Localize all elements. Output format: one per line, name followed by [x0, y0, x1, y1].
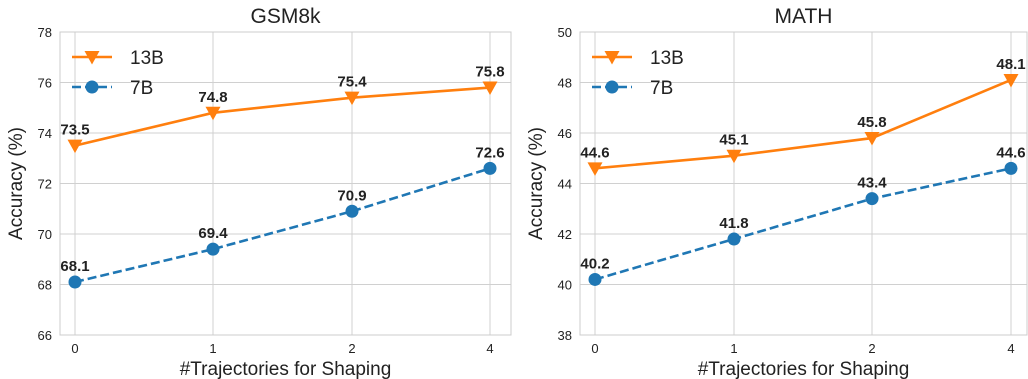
data-label: 40.2	[580, 255, 609, 272]
data-label: 43.4	[857, 175, 887, 192]
data-label: 75.8	[475, 64, 504, 81]
x-tick-label: 2	[868, 341, 875, 356]
y-tick-label: 74	[38, 126, 52, 141]
data-label: 73.5	[60, 122, 89, 139]
data-point	[205, 106, 221, 121]
legend-marker	[85, 80, 99, 94]
legend-marker	[604, 51, 620, 65]
x-tick-label: 1	[209, 341, 216, 356]
chart-panel-1: 66 68 70 72 74 76 78 0 1 2 4 GSM8k #Trajectories for…	[6, 5, 512, 379]
data-label: 45.8	[857, 114, 886, 131]
legend-marker	[605, 80, 619, 94]
data-point	[727, 232, 741, 246]
data-point	[865, 192, 879, 206]
data-label: 68.1	[60, 258, 89, 275]
y-tick-label: 78	[38, 25, 52, 40]
series-line	[74, 167, 491, 284]
data-point	[864, 132, 880, 146]
data-point	[344, 91, 360, 106]
chart-title: GSM8k	[250, 5, 321, 28]
y-tick-label: 66	[38, 328, 52, 343]
data-label: 75.4	[337, 74, 367, 91]
y-tick-label: 38	[558, 328, 572, 343]
x-tick-label: 1	[730, 341, 737, 356]
legend-label: 7B	[130, 78, 153, 99]
series-13b: 73.5 74.8 75.4 75.8	[60, 64, 505, 154]
y-axis-label: Accuracy (%)	[6, 127, 27, 240]
y-tick-label: 70	[38, 227, 52, 242]
data-label: 44.6	[580, 144, 609, 161]
y-tick-label: 48	[558, 76, 572, 91]
data-label: 44.6	[996, 144, 1025, 161]
legend-label: 13B	[650, 48, 684, 69]
data-point	[1003, 73, 1019, 88]
x-tick-label: 0	[591, 341, 598, 356]
data-point	[726, 149, 742, 164]
data-label: 69.4	[198, 225, 228, 242]
y-tick-label: 46	[558, 126, 572, 141]
data-point	[206, 242, 220, 256]
data-point	[68, 275, 82, 289]
x-tick-label: 4	[486, 341, 493, 356]
legend-marker	[84, 51, 100, 65]
data-label: 45.1	[719, 132, 748, 149]
y-tick-label: 72	[38, 177, 52, 192]
series-13b: 44.6 45.1 45.8 48.1	[580, 56, 1026, 176]
series-line	[74, 86, 491, 147]
chart-panel-2: 38 40 42 44 46 48 50 0 1 2 4 MATH #Trajectories for …	[526, 5, 1028, 379]
y-tick-label: 50	[558, 25, 572, 40]
y-tick-label: 42	[558, 227, 572, 242]
series-7b: 40.2 41.8 43.4 44.6	[580, 144, 1026, 286]
plot-frame	[59, 31, 512, 336]
x-tick-label: 0	[71, 341, 78, 356]
data-point	[1004, 161, 1018, 175]
y-tick-label: 40	[558, 278, 572, 293]
y-tick-label: 44	[558, 177, 572, 192]
series-7b: 68.1 69.4 70.9 72.6	[60, 144, 505, 289]
x-axis-label: #Trajectories for Shaping	[698, 359, 910, 379]
data-label: 41.8	[719, 215, 748, 232]
x-tick-label: 2	[348, 341, 355, 356]
data-point	[67, 139, 83, 154]
data-point	[588, 272, 602, 286]
plot-frame	[579, 31, 1028, 336]
legend-label: 7B	[650, 78, 673, 99]
x-axis-label: #Trajectories for Shaping	[180, 359, 392, 379]
x-tick-label: 4	[1007, 341, 1014, 356]
data-label: 72.6	[475, 144, 504, 161]
series-line	[594, 167, 1012, 281]
data-point	[587, 162, 603, 176]
data-point	[345, 204, 359, 218]
y-axis-label: Accuracy (%)	[526, 127, 547, 240]
legend-label: 13B	[130, 48, 164, 69]
data-label: 70.9	[337, 187, 366, 204]
data-point	[483, 161, 497, 175]
data-label: 48.1	[996, 56, 1025, 73]
series-line	[594, 78, 1012, 170]
y-tick-label: 76	[38, 76, 52, 91]
data-point	[482, 81, 498, 96]
chart-title: MATH	[775, 5, 833, 28]
data-label: 74.8	[198, 89, 227, 106]
y-tick-label: 68	[38, 278, 52, 293]
